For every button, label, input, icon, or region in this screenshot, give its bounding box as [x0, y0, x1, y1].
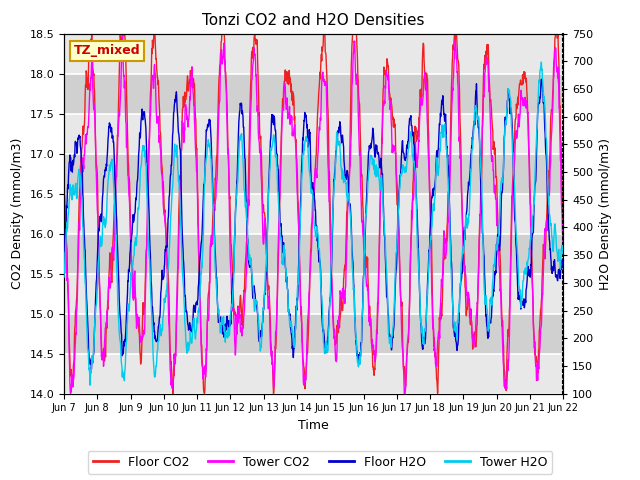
- Bar: [64, 114, 563, 154]
- Bar: [64, 274, 563, 313]
- X-axis label: Time: Time: [298, 419, 329, 432]
- Bar: [64, 193, 563, 234]
- Bar: [64, 234, 563, 274]
- Bar: [64, 313, 563, 354]
- Y-axis label: CO2 Density (mmol/m3): CO2 Density (mmol/m3): [11, 138, 24, 289]
- Bar: [64, 73, 563, 114]
- Bar: [64, 154, 563, 193]
- Bar: [64, 34, 563, 73]
- Legend: Floor CO2, Tower CO2, Floor H2O, Tower H2O: Floor CO2, Tower CO2, Floor H2O, Tower H…: [88, 451, 552, 474]
- Title: Tonzi CO2 and H2O Densities: Tonzi CO2 and H2O Densities: [202, 13, 425, 28]
- Bar: [64, 354, 563, 394]
- Text: TZ_mixed: TZ_mixed: [74, 44, 141, 58]
- Y-axis label: H2O Density (mmol/m3): H2O Density (mmol/m3): [599, 138, 612, 289]
